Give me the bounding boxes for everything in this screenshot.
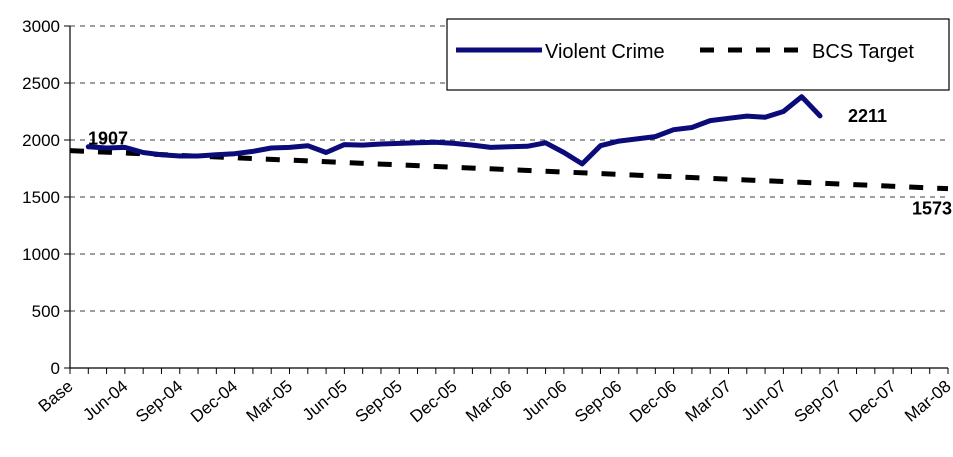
legend-label-violent-crime: Violent Crime [545, 41, 665, 63]
legend-box [446, 18, 950, 91]
x-tick-label: Jun-07 [738, 377, 790, 425]
data-labels: 1907 2211 1573 [88, 106, 952, 219]
x-axis-ticks: Base Jun-04 Sep-04 Dec-04 Mar-05 Jun-05 Sep-05… [35, 368, 953, 426]
x-tick-label: Mar-05 [243, 377, 296, 426]
y-tick-label: 2000 [22, 131, 60, 150]
x-tick-label: Sep-05 [352, 377, 406, 427]
y-tick-label: 0 [51, 359, 60, 378]
x-tick-label: Mar-08 [901, 377, 953, 426]
x-tick-label: Sep-06 [571, 377, 625, 427]
x-tick-label: Dec-07 [845, 377, 899, 427]
x-tick-label: Jun-06 [518, 377, 570, 425]
legend: Violent Crime BCS Target [446, 18, 950, 91]
x-tick-label: Sep-04 [132, 377, 186, 427]
series-group [69, 94, 949, 192]
series-line-violent-crime [85, 94, 823, 167]
x-tick-label: Base [35, 377, 77, 416]
x-tick-label: Jun-04 [79, 377, 131, 425]
x-tick-label: Sep-07 [791, 377, 845, 427]
data-label-target-end: 1573 [912, 199, 952, 219]
y-tick-label: 1500 [22, 188, 60, 207]
x-tick-label: Mar-06 [462, 377, 515, 426]
x-tick-label: Mar-07 [682, 377, 735, 426]
y-tick-label: 2500 [22, 74, 60, 93]
data-label-target-start: 1907 [88, 129, 128, 149]
x-tick-label: Dec-05 [406, 377, 460, 427]
legend-label-bcs-target: BCS Target [812, 41, 914, 63]
y-axis-ticks: 0 500 1000 1500 2000 2500 3000 [22, 17, 70, 378]
x-tick-label: Dec-06 [626, 377, 680, 427]
y-tick-label: 500 [32, 302, 60, 321]
x-tick-label: Dec-04 [187, 377, 241, 427]
y-tick-label: 1000 [22, 245, 60, 264]
x-tick-label: Jun-05 [299, 377, 351, 425]
y-tick-label: 3000 [22, 17, 60, 36]
data-label-crime-end: 2211 [848, 106, 887, 126]
